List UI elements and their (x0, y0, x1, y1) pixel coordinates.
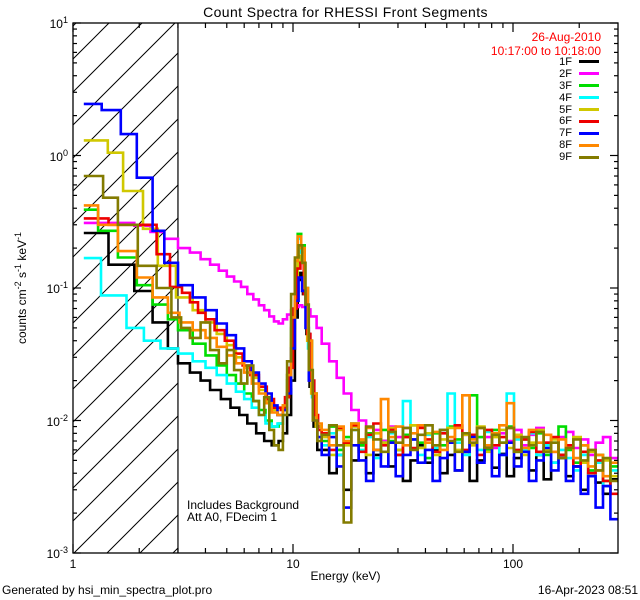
legend-item-label: 4F (559, 91, 572, 104)
x-tick-label-1: 1 (69, 557, 77, 571)
x-tick-label-10: 10 (286, 557, 300, 571)
legend-item-label: 2F (559, 67, 572, 80)
legend-color-swatch-2F (579, 72, 599, 76)
legend-time-range: 10:17:00 to 10:18:00 (490, 44, 601, 58)
x-tick-label-100: 100 (502, 557, 524, 571)
y-tick-label-1e1: 101 (49, 15, 68, 31)
annotation-attenuator-decim: Att A0, FDecim 1 (187, 510, 278, 524)
curve-7F (83, 102, 618, 521)
legend-item-label: 6F (559, 115, 572, 128)
legend-item-label: 8F (559, 139, 572, 152)
legend-color-swatch-1F (579, 60, 599, 64)
legend-item-label: 5F (559, 103, 572, 116)
legend-item-7F: 7F (559, 127, 599, 139)
y-tick-label-1e0: 100 (49, 147, 68, 164)
y-tick-label-1e-2: 10-2 (46, 412, 68, 429)
footer-generated-by: Generated by hsi_min_spectra_plot.pro (2, 583, 213, 597)
legend-color-swatch-9F (579, 155, 599, 159)
legend-color-swatch-5F (579, 108, 599, 111)
legend-color-swatch-6F (579, 119, 599, 123)
curve-9F (83, 174, 618, 524)
footer-datetime: 16-Apr-2023 08:51 (537, 583, 638, 597)
legend-color-swatch-4F (579, 96, 599, 100)
legend-item-5F: 5F (559, 104, 599, 116)
legend-item-8F: 8F (559, 139, 599, 151)
legend-item-4F: 4F (559, 92, 599, 104)
legend-color-swatch-3F (579, 84, 599, 88)
legend-item-6F: 6F (559, 115, 599, 127)
y-tick-label-1e-1: 10-1 (46, 280, 68, 296)
spectra-curves (83, 102, 618, 524)
legend-item-1F: 1F (559, 56, 599, 68)
chart-title: Count Spectra for RHESSI Front Segments (203, 4, 488, 20)
legend-item-label: 7F (559, 127, 572, 140)
legend-item-9F: 9F (559, 151, 599, 163)
legend-item-label: 9F (559, 151, 572, 164)
legend-color-swatch-7F (579, 131, 599, 135)
y-tick-label-1e-3: 10-3 (46, 545, 68, 561)
legend-item-label: 1F (559, 55, 572, 68)
legend-item-3F: 3F (559, 80, 599, 92)
legend-item-2F: 2F (559, 68, 599, 80)
legend-item-label: 3F (559, 79, 572, 92)
axis-ticks (72, 22, 618, 554)
x-axis-label: Energy (keV) (310, 569, 381, 583)
legend-color-swatch-8F (579, 143, 599, 147)
legend: 1F 2F 3F 4F 5F 6F 7F 8F 9F (559, 56, 599, 163)
annotation-includes-background: Includes Background (187, 498, 300, 512)
legend-date: 26-Aug-2010 (531, 30, 601, 44)
